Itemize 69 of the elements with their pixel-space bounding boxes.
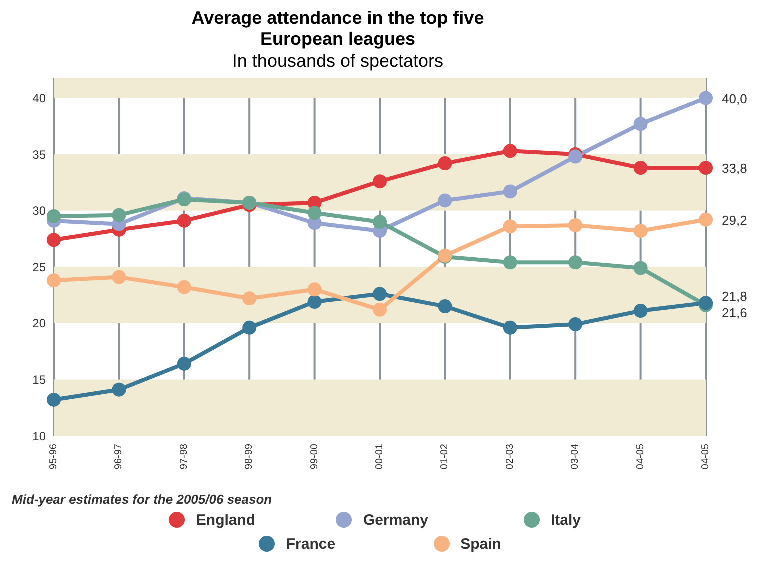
y-tick-label: 30 bbox=[32, 204, 46, 218]
data-label: 40,0 bbox=[722, 91, 748, 106]
x-tick-label: 04-05 bbox=[635, 444, 646, 470]
point bbox=[503, 220, 518, 234]
point bbox=[699, 212, 713, 227]
point bbox=[568, 318, 583, 332]
chart-subtitle: In thousands of spectators bbox=[231, 50, 445, 72]
x-tick-label: 98-99 bbox=[244, 444, 256, 470]
y-tick-label: 15 bbox=[32, 372, 46, 387]
point bbox=[242, 320, 257, 335]
x-tick-label: 99-00 bbox=[309, 444, 320, 470]
legend-label: France bbox=[286, 536, 336, 552]
legend-label: Germany bbox=[363, 512, 429, 528]
point bbox=[634, 161, 648, 176]
x-tick-label: 97-98 bbox=[178, 444, 190, 470]
point bbox=[373, 287, 387, 302]
x-tick-label: 01-02 bbox=[440, 444, 451, 470]
x-tick-label: 04-05 bbox=[700, 444, 712, 470]
x-tick-label: 03-04 bbox=[570, 444, 582, 470]
point bbox=[373, 174, 387, 189]
point bbox=[699, 91, 713, 106]
point bbox=[699, 161, 713, 176]
point bbox=[373, 215, 387, 230]
point bbox=[438, 194, 452, 208]
point bbox=[438, 300, 452, 314]
point bbox=[503, 256, 518, 270]
legend-label: England bbox=[196, 512, 256, 528]
legend-label: Spain bbox=[460, 536, 502, 552]
point bbox=[177, 356, 192, 371]
x-tick-label: 02-03 bbox=[504, 444, 516, 470]
x-tick-label: 95-96 bbox=[48, 444, 60, 470]
y-tick-label: 35 bbox=[32, 148, 46, 162]
point bbox=[47, 274, 61, 288]
point bbox=[242, 292, 257, 306]
y-tick-label: 20 bbox=[32, 316, 46, 331]
point bbox=[112, 270, 126, 284]
point bbox=[503, 144, 518, 158]
point bbox=[634, 261, 648, 276]
data-label: 21,8 bbox=[722, 289, 748, 304]
point bbox=[503, 184, 518, 199]
point bbox=[634, 117, 648, 132]
data-label: 33,8 bbox=[722, 161, 748, 176]
point bbox=[47, 209, 61, 224]
y-tick-label: 10 bbox=[32, 429, 46, 444]
point bbox=[177, 214, 192, 228]
point bbox=[177, 280, 192, 294]
legend-label: Italy bbox=[550, 512, 581, 528]
x-tick-label: 00-01 bbox=[374, 444, 386, 470]
point bbox=[503, 320, 518, 335]
point bbox=[568, 256, 583, 270]
point bbox=[308, 206, 322, 220]
point bbox=[634, 304, 648, 318]
point bbox=[634, 224, 648, 238]
data-label: 29,2 bbox=[722, 212, 748, 228]
text: Mid-year estimates for the 2005/06 season bbox=[12, 492, 274, 507]
chart-title: Average attendance in the top five European leagues bbox=[190, 8, 486, 50]
point bbox=[373, 302, 387, 317]
y-tick-label: 25 bbox=[32, 260, 46, 274]
point bbox=[568, 218, 583, 232]
data-label: 21,6 bbox=[722, 305, 748, 320]
y-tick-label: 40 bbox=[32, 92, 46, 106]
point bbox=[47, 233, 61, 248]
point bbox=[308, 282, 322, 297]
point bbox=[112, 208, 126, 222]
point bbox=[47, 392, 61, 407]
point bbox=[112, 382, 126, 397]
point bbox=[438, 156, 452, 171]
point bbox=[308, 295, 322, 310]
x-tick-label: 96-97 bbox=[114, 444, 125, 470]
